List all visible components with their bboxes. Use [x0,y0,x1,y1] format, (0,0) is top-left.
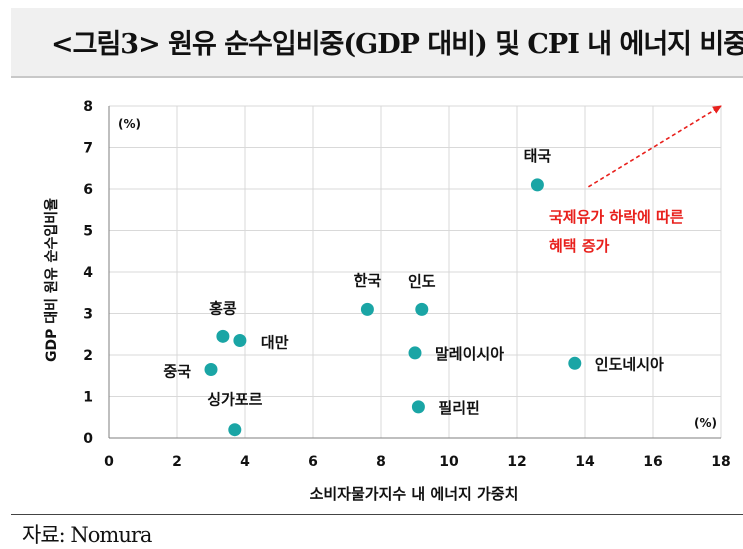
x-tick-label: 8 [376,454,386,470]
annotation-arrow [587,105,722,188]
x-tick-label: 12 [507,454,526,470]
y-axis-title: GDP 대비 원유 순수입비율 [43,198,60,362]
data-point [216,329,230,343]
data-label: 필리핀 [438,399,479,417]
data-label: 홍콩 [209,299,237,317]
data-point [360,302,374,316]
x-tick-label: 4 [240,454,250,470]
x-tick-label: 18 [711,454,730,470]
data-label: 말레이시아 [435,345,504,363]
data-point [415,302,429,316]
x-tick-label: 0 [104,454,114,470]
source-note: 자료: Nomura [22,523,152,547]
data-point [530,178,544,192]
annotation-text: 혜택 증가 [549,237,610,255]
y-unit-label: (%) [118,117,141,131]
y-tick-label: 4 [83,265,93,281]
title-bar: <그림3> 원유 순수입비중(GDP 대비) 및 CPI 내 에너지 비중 [11,8,743,76]
y-tick-label: 6 [83,182,93,198]
data-point [411,400,425,414]
data-point [228,423,242,437]
y-tick-label: 0 [83,431,93,447]
data-label: 태국 [524,147,552,165]
y-tick-label: 7 [83,141,93,157]
data-label: 한국 [354,271,382,289]
y-tick-label: 1 [83,390,93,406]
data-label: 싱가포르 [207,391,262,409]
x-tick-label: 6 [308,454,318,470]
x-tick-label: 16 [643,454,662,470]
chart-title: <그림3> 원유 순수입비중(GDP 대비) 및 CPI 내 에너지 비중 [51,29,743,60]
annotation-text: 국제유가 하락에 따른 [549,208,684,226]
data-point [204,363,218,377]
y-tick-label: 3 [83,307,93,323]
data-label: 인도 [408,272,436,290]
x-tick-label: 10 [439,454,459,470]
data-point [568,356,582,370]
source-divider [11,514,743,515]
data-label: 중국 [163,363,191,381]
x-tick-label: 14 [575,454,595,470]
data-point [408,346,422,360]
data-point [233,333,247,347]
x-unit-label: (%) [694,416,717,430]
x-axis-title: 소비자물가지수 내 에너지 가중치 [310,485,519,503]
title-divider [11,76,743,78]
y-tick-label: 8 [83,99,93,115]
y-tick-label: 2 [83,348,93,364]
x-tick-label: 2 [172,454,182,470]
y-tick-label: 5 [83,224,93,240]
data-label: 인도네시아 [595,355,664,373]
data-label: 대만 [261,333,289,351]
